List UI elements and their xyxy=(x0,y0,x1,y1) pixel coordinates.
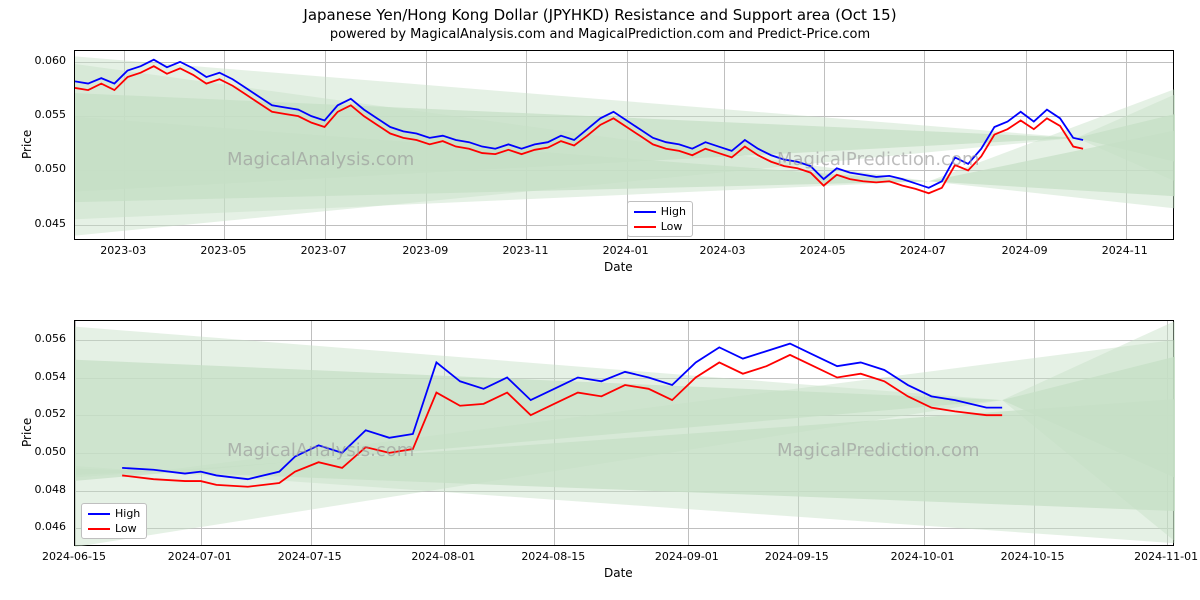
legend-item: High xyxy=(634,205,686,218)
legend-label: Low xyxy=(661,220,683,233)
legend-swatch xyxy=(634,211,656,213)
ytick-label: 0.055 xyxy=(16,108,66,121)
bottom-chart-svg xyxy=(75,321,1175,547)
legend-swatch xyxy=(88,528,110,530)
xtick-label: 2024-10-15 xyxy=(1001,550,1065,563)
xtick-label: 2024-08-01 xyxy=(411,550,475,563)
xtick-label: 2023-03 xyxy=(100,244,146,257)
legend-label: High xyxy=(115,507,140,520)
xtick-label: 2024-10-01 xyxy=(891,550,955,563)
figure-titles: Japanese Yen/Hong Kong Dollar (JPYHKD) R… xyxy=(12,6,1188,43)
ytick-label: 0.050 xyxy=(16,162,66,175)
legend-item: Low xyxy=(88,522,140,535)
ytick-label: 0.045 xyxy=(16,217,66,230)
ytick-label: 0.056 xyxy=(16,332,66,345)
ytick-label: 0.046 xyxy=(16,520,66,533)
xtick-label: 2024-11-01 xyxy=(1134,550,1198,563)
figure-subtitle: powered by MagicalAnalysis.com and Magic… xyxy=(12,27,1188,43)
legend-label: High xyxy=(661,205,686,218)
xtick-label: 2024-08-15 xyxy=(521,550,585,563)
legend-item: High xyxy=(88,507,140,520)
legend-swatch xyxy=(634,226,656,228)
xtick-label: 2023-11 xyxy=(503,244,549,257)
top-chart-svg xyxy=(75,51,1175,241)
legend-item: Low xyxy=(634,220,686,233)
figure-title: Japanese Yen/Hong Kong Dollar (JPYHKD) R… xyxy=(12,6,1188,25)
x-axis-label: Date xyxy=(604,260,633,274)
xtick-label: 2024-03 xyxy=(700,244,746,257)
legend: High Low xyxy=(81,503,147,539)
xtick-label: 2024-07-01 xyxy=(168,550,232,563)
ytick-label: 0.060 xyxy=(16,54,66,67)
xtick-label: 2024-06-15 xyxy=(42,550,106,563)
xtick-label: 2023-05 xyxy=(200,244,246,257)
ytick-label: 0.048 xyxy=(16,483,66,496)
top-chart-plot-area: MagicalAnalysis.comMagicalPrediction.com… xyxy=(74,50,1174,240)
bottom-chart-plot-area: MagicalAnalysis.comMagicalPrediction.com… xyxy=(74,320,1174,546)
xtick-label: 2024-07 xyxy=(900,244,946,257)
xtick-label: 2024-09-15 xyxy=(765,550,829,563)
xtick-label: 2024-01 xyxy=(603,244,649,257)
ytick-label: 0.054 xyxy=(16,370,66,383)
x-axis-label: Date xyxy=(604,566,633,580)
xtick-label: 2024-09-01 xyxy=(655,550,719,563)
xtick-label: 2024-05 xyxy=(800,244,846,257)
xtick-label: 2024-07-15 xyxy=(278,550,342,563)
xtick-label: 2023-09 xyxy=(402,244,448,257)
legend-label: Low xyxy=(115,522,137,535)
y-axis-label: Price xyxy=(20,418,34,447)
legend: High Low xyxy=(627,201,693,237)
xtick-label: 2024-11 xyxy=(1102,244,1148,257)
y-axis-label: Price xyxy=(20,130,34,159)
xtick-label: 2023-07 xyxy=(301,244,347,257)
xtick-label: 2024-09 xyxy=(1002,244,1048,257)
legend-swatch xyxy=(88,513,110,515)
